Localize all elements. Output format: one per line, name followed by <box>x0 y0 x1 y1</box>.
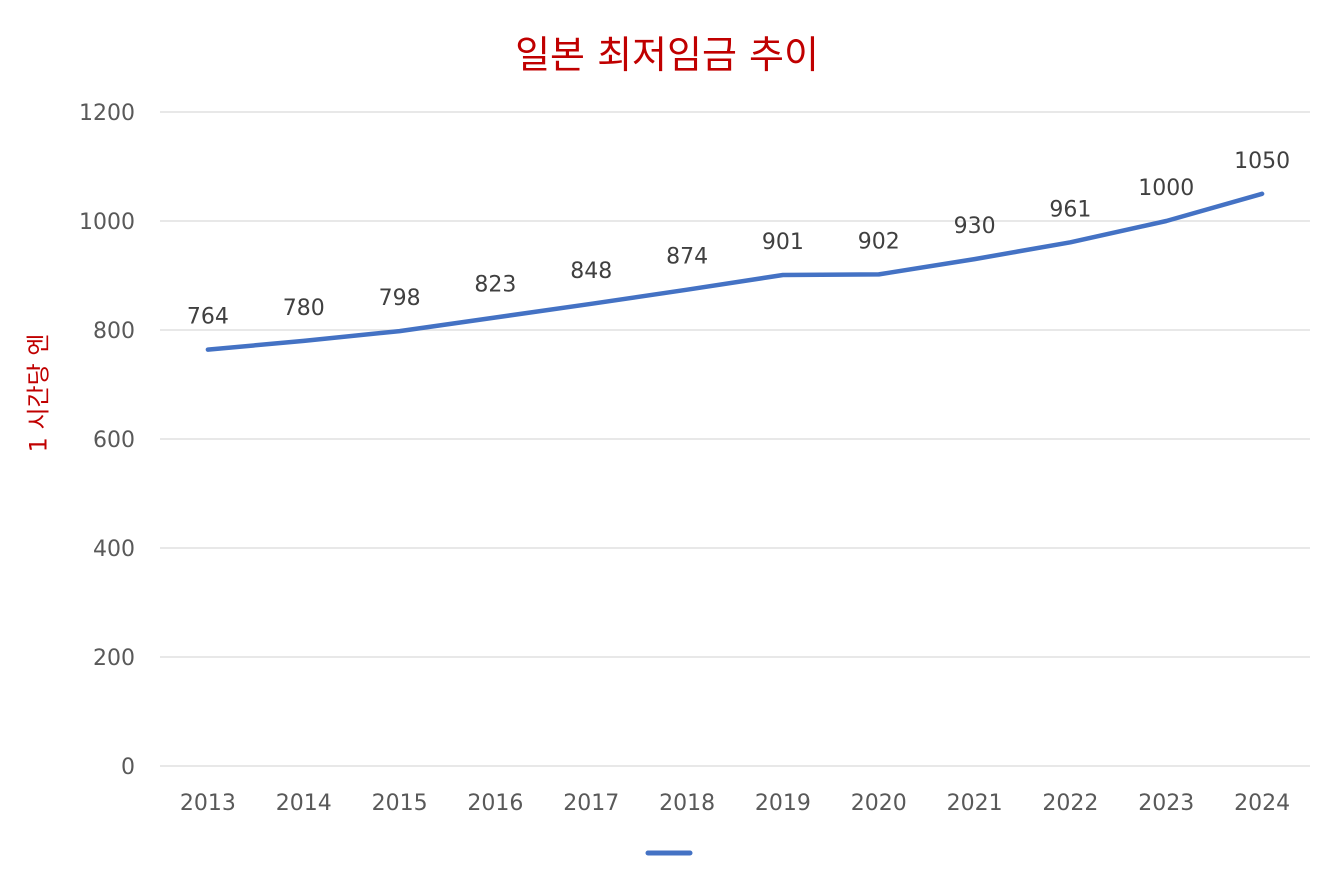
x-tick-label: 2019 <box>755 791 811 816</box>
x-tick-label: 2024 <box>1234 791 1290 816</box>
x-tick-label: 2020 <box>851 791 907 816</box>
data-label: 848 <box>570 259 612 284</box>
data-label: 901 <box>762 230 804 255</box>
x-tick-label: 2018 <box>659 791 715 816</box>
y-tick-label: 0 <box>121 755 135 780</box>
x-tick-label: 2022 <box>1042 791 1098 816</box>
data-label: 780 <box>283 296 325 321</box>
data-label: 902 <box>858 229 900 254</box>
data-label: 764 <box>187 305 229 330</box>
x-tick-label: 2023 <box>1138 791 1194 816</box>
y-tick-label: 400 <box>93 537 135 562</box>
x-tick-label: 2015 <box>372 791 428 816</box>
x-tick-label: 2014 <box>276 791 332 816</box>
y-tick-label: 200 <box>93 646 135 671</box>
data-label: 1000 <box>1138 176 1194 201</box>
data-label: 798 <box>379 286 421 311</box>
data-label: 874 <box>666 245 708 270</box>
data-label: 823 <box>474 272 516 297</box>
y-tick-label: 1200 <box>79 101 135 126</box>
x-tick-label: 2017 <box>563 791 619 816</box>
chart-title: 일본 최저임금 추이 <box>515 33 819 77</box>
data-label: 961 <box>1049 197 1091 222</box>
y-tick-label: 1000 <box>79 210 135 235</box>
series-line <box>205 191 1265 352</box>
data-label: 1050 <box>1234 149 1290 174</box>
x-tick-label: 2013 <box>180 791 236 816</box>
data-label: 930 <box>954 214 996 239</box>
y-tick-label: 600 <box>93 428 135 453</box>
x-tick-label: 2021 <box>947 791 1003 816</box>
x-tick-label: 2016 <box>467 791 523 816</box>
y-tick-label: 800 <box>93 319 135 344</box>
